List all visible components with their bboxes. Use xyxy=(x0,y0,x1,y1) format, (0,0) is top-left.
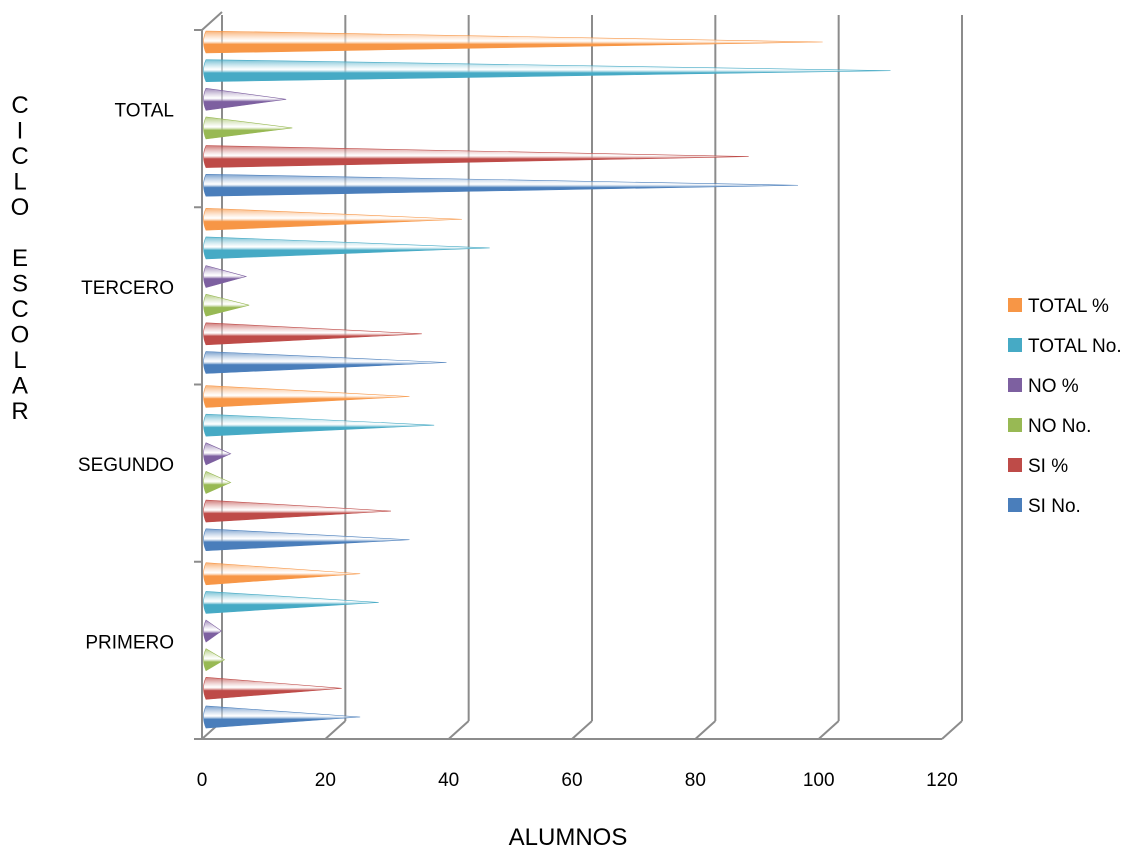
chart-axes xyxy=(194,11,963,740)
bar-cone xyxy=(203,705,361,729)
x-tick-label: 120 xyxy=(926,770,958,791)
legend-swatch xyxy=(1008,298,1022,312)
bar-cone xyxy=(203,413,435,437)
chart-bars xyxy=(203,30,891,729)
y-axis-title-letter: C xyxy=(11,92,28,119)
bar-cone xyxy=(203,677,342,700)
bar-cone xyxy=(203,322,422,346)
bar-cone xyxy=(203,59,891,82)
bar-cone xyxy=(203,30,823,54)
x-tick-label: 80 xyxy=(685,770,706,791)
legend-swatch xyxy=(1008,498,1022,512)
y-axis-title-letter: C xyxy=(11,296,28,323)
y-axis-title-letter: L xyxy=(13,169,26,196)
x-tick-labels: 0 20 40 60 80 100 120 xyxy=(197,770,958,791)
x-axis-title: ALUMNOS xyxy=(509,824,628,851)
bar-cone xyxy=(203,528,410,552)
gridline-floor xyxy=(941,720,963,740)
bar-cone xyxy=(203,471,232,494)
bar-cone xyxy=(203,173,799,197)
legend-entry: NO No. xyxy=(1028,416,1091,437)
category-label: TERCERO xyxy=(81,278,174,299)
bar-cone xyxy=(203,87,287,111)
x-tick-label: 0 xyxy=(197,770,208,791)
x-tick-label: 100 xyxy=(803,770,835,791)
gridline-floor xyxy=(324,720,347,740)
bar-cone xyxy=(203,265,248,288)
bar-cone xyxy=(203,562,361,586)
y-axis-title-letter: R xyxy=(11,398,28,425)
bar-cone xyxy=(203,116,293,140)
gridline-floor xyxy=(694,720,717,740)
category-label: TOTAL xyxy=(115,101,174,122)
x-tick-label: 20 xyxy=(315,770,336,791)
bar-cone xyxy=(203,236,490,260)
gridline-floor xyxy=(571,720,593,740)
bar-cone xyxy=(203,591,379,614)
gridline-floor xyxy=(447,720,470,740)
legend-entry: SI % xyxy=(1028,456,1068,477)
legend-entry: TOTAL No. xyxy=(1028,336,1122,357)
legend-entry: NO % xyxy=(1028,376,1079,397)
wall-top-edge xyxy=(201,11,223,31)
bar-cone xyxy=(203,648,226,672)
bar-cone xyxy=(203,351,447,374)
category-labels: PRIMERO SEGUNDO TERCERO TOTAL xyxy=(78,101,174,654)
legend-swatch xyxy=(1008,338,1022,352)
gridline-floor xyxy=(817,720,840,740)
legend-swatch xyxy=(1008,378,1022,392)
legend-entry: TOTAL % xyxy=(1028,296,1109,317)
x-tick-label: 60 xyxy=(561,770,582,791)
x-tick-label: 40 xyxy=(438,770,459,791)
legend-entry: SI No. xyxy=(1028,496,1081,517)
y-axis-title-letter: O xyxy=(11,322,30,349)
bar-cone xyxy=(203,293,250,317)
bar-cone xyxy=(203,442,232,466)
bar-cone xyxy=(203,385,410,408)
bar-cone xyxy=(203,499,392,523)
y-axis-title-letter: O xyxy=(11,194,30,221)
bar-cone xyxy=(203,207,462,231)
legend-swatch xyxy=(1008,458,1022,472)
category-label: PRIMERO xyxy=(85,632,174,653)
y-axis-title-letter: S xyxy=(12,271,28,298)
bar-cone xyxy=(203,145,749,168)
legend: TOTAL % TOTAL No. NO % NO No. SI % SI No. xyxy=(1008,296,1122,517)
legend-swatch xyxy=(1008,418,1022,432)
y-axis-title-letter: I xyxy=(17,118,24,145)
y-axis-title-letter: A xyxy=(12,373,28,400)
y-axis-title-letter: L xyxy=(13,347,26,374)
y-axis-title-letter: E xyxy=(12,245,28,272)
category-label: SEGUNDO xyxy=(78,455,174,476)
y-axis-title-letter: C xyxy=(11,143,28,170)
bar-cone xyxy=(203,619,222,643)
